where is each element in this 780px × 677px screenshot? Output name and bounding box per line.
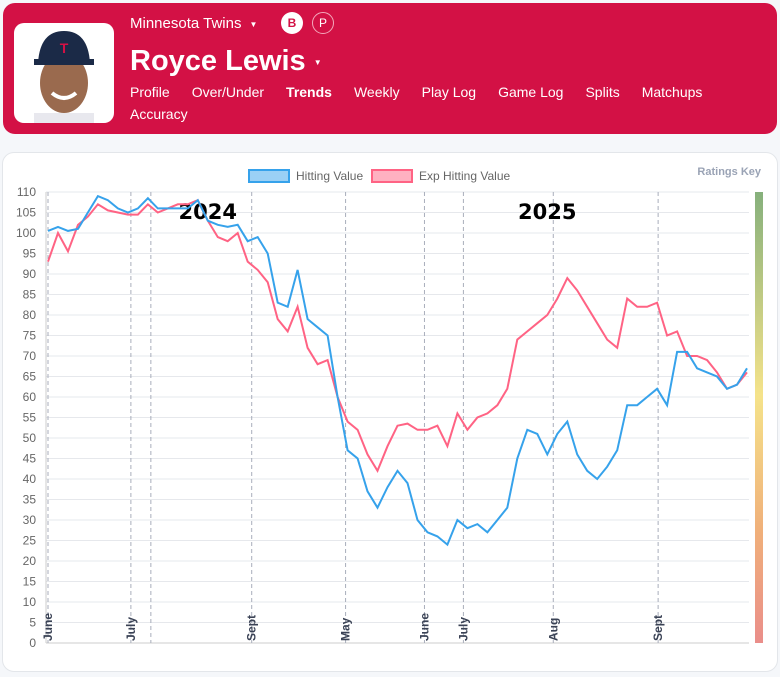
y-tick-label: 110: [17, 185, 36, 199]
legend-label: Exp Hitting Value: [419, 169, 510, 183]
player-photo: T: [14, 23, 114, 123]
y-tick-label: 30: [23, 513, 37, 527]
year-label: 2025: [518, 200, 576, 224]
trends-chart-card: 0 5 10 15 20 25 30 35 40 45 50 55 60 65 70 75 80 85 90 95 10…: [2, 152, 778, 672]
month-label: July: [456, 617, 470, 641]
player-avatar-icon: T: [34, 31, 94, 123]
caret-down-icon: ▼: [249, 19, 258, 29]
nav-tab-over-under[interactable]: Over/Under: [191, 84, 265, 100]
player-name: Royce Lewis: [130, 45, 306, 77]
month-label: Aug: [546, 618, 560, 641]
nav-tab-weekly[interactable]: Weekly: [353, 84, 400, 100]
y-tick-label: 25: [23, 534, 37, 548]
y-tick-label: 55: [23, 411, 37, 425]
y-tick-label: 105: [16, 206, 36, 220]
legend-label: Hitting Value: [296, 169, 363, 183]
y-tick-label: 45: [23, 452, 37, 466]
batter-badge[interactable]: B: [281, 12, 303, 34]
nav-tab-splits[interactable]: Splits: [585, 84, 620, 100]
series-line-exp-hitting-value: [47, 198, 748, 474]
team-name: Minnesota Twins: [130, 15, 242, 32]
pitcher-badge[interactable]: P: [312, 12, 334, 34]
nav-tab-profile[interactable]: Profile: [130, 84, 170, 100]
y-tick-label: 60: [23, 390, 37, 404]
month-label: Sept: [651, 615, 665, 641]
ratings-key-gradient: [755, 192, 763, 643]
trends-chart: 0510152025303540455055606570758085909510…: [16, 166, 763, 650]
player-header: T Minnesota Twins ▼ B P Royce Lewis ▼ Prof…: [3, 3, 777, 134]
y-tick-label: 75: [23, 329, 37, 343]
svg-text:T: T: [60, 40, 69, 56]
month-label: May: [339, 617, 353, 641]
y-tick-label: 20: [23, 554, 37, 568]
y-tick-label: 65: [23, 370, 37, 384]
y-tick-label: 70: [23, 349, 37, 363]
ratings-key-label: Ratings Key: [697, 166, 761, 178]
nav-tab-accuracy[interactable]: Accuracy: [130, 106, 188, 122]
caret-down-icon: ▼: [313, 57, 322, 67]
month-label: July: [124, 617, 138, 641]
legend-swatch: [248, 169, 290, 183]
nav-tab-matchups[interactable]: Matchups: [641, 84, 703, 100]
y-tick-label: 5: [29, 616, 36, 630]
y-tick-label: 10: [23, 595, 37, 609]
y-tick-label: 15: [23, 575, 37, 589]
y-tick-label: 85: [23, 288, 37, 302]
legend-swatch: [371, 169, 413, 183]
y-tick-label: 35: [23, 493, 37, 507]
y-tick-label: 95: [23, 247, 37, 261]
nav-tab-trends[interactable]: Trends: [286, 84, 332, 100]
y-tick-label: 40: [23, 472, 37, 486]
month-label: Sept: [245, 615, 259, 641]
team-selector[interactable]: Minnesota Twins ▼: [130, 15, 257, 32]
y-tick-label: 50: [23, 431, 37, 445]
player-nav: Profile Over/Under Trends Weekly Play Log Gam…: [130, 84, 750, 128]
y-tick-label: 80: [23, 308, 37, 322]
nav-tab-game-log[interactable]: Game Log: [498, 84, 564, 100]
y-tick-label: 100: [16, 226, 36, 240]
series-line-hitting-value: [47, 194, 748, 547]
month-label: June: [41, 613, 55, 641]
y-tick-label: 90: [23, 267, 37, 281]
player-selector[interactable]: Royce Lewis ▼: [130, 45, 322, 78]
y-tick-label: 0: [29, 636, 36, 650]
month-label: June: [417, 613, 431, 641]
nav-tab-play-log[interactable]: Play Log: [421, 84, 477, 100]
